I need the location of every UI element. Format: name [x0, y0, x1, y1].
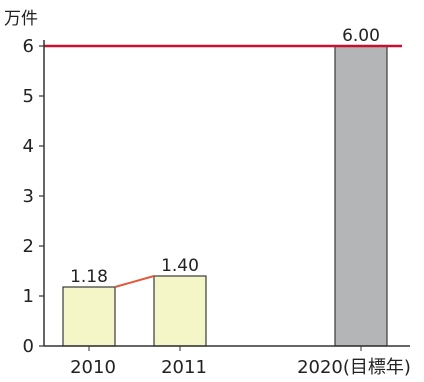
x-tick-label-1: 2010	[70, 357, 116, 378]
y-tick-label-3: 3	[23, 186, 34, 207]
data-label-1: 1.18	[70, 267, 108, 287]
data-label-3: 6.00	[342, 26, 380, 46]
y-tick-label-6: 6	[23, 36, 34, 57]
trend-connector-line	[114, 275, 155, 288]
chart-axes: 0 1 2 3 4 5 6 2010 2011 2020(目標年)	[23, 36, 411, 378]
bar-1	[62, 286, 116, 347]
y-tick-label-2: 2	[23, 236, 34, 257]
data-label-2: 1.40	[161, 256, 199, 276]
y-tick-label-5: 5	[23, 86, 34, 107]
bar-3	[334, 45, 388, 347]
x-tick-label-3: 2020(目標年)	[297, 357, 411, 378]
y-tick-label-4: 4	[23, 136, 34, 157]
x-tick-label-2: 2011	[161, 357, 207, 378]
y-axis-unit-label: 万件	[4, 9, 38, 29]
y-tick-label-0: 0	[23, 336, 34, 357]
y-tick-label-1: 1	[23, 286, 34, 307]
bar-2	[153, 275, 207, 347]
chart-marks: 1.18 1.40 6.00	[44, 26, 402, 347]
